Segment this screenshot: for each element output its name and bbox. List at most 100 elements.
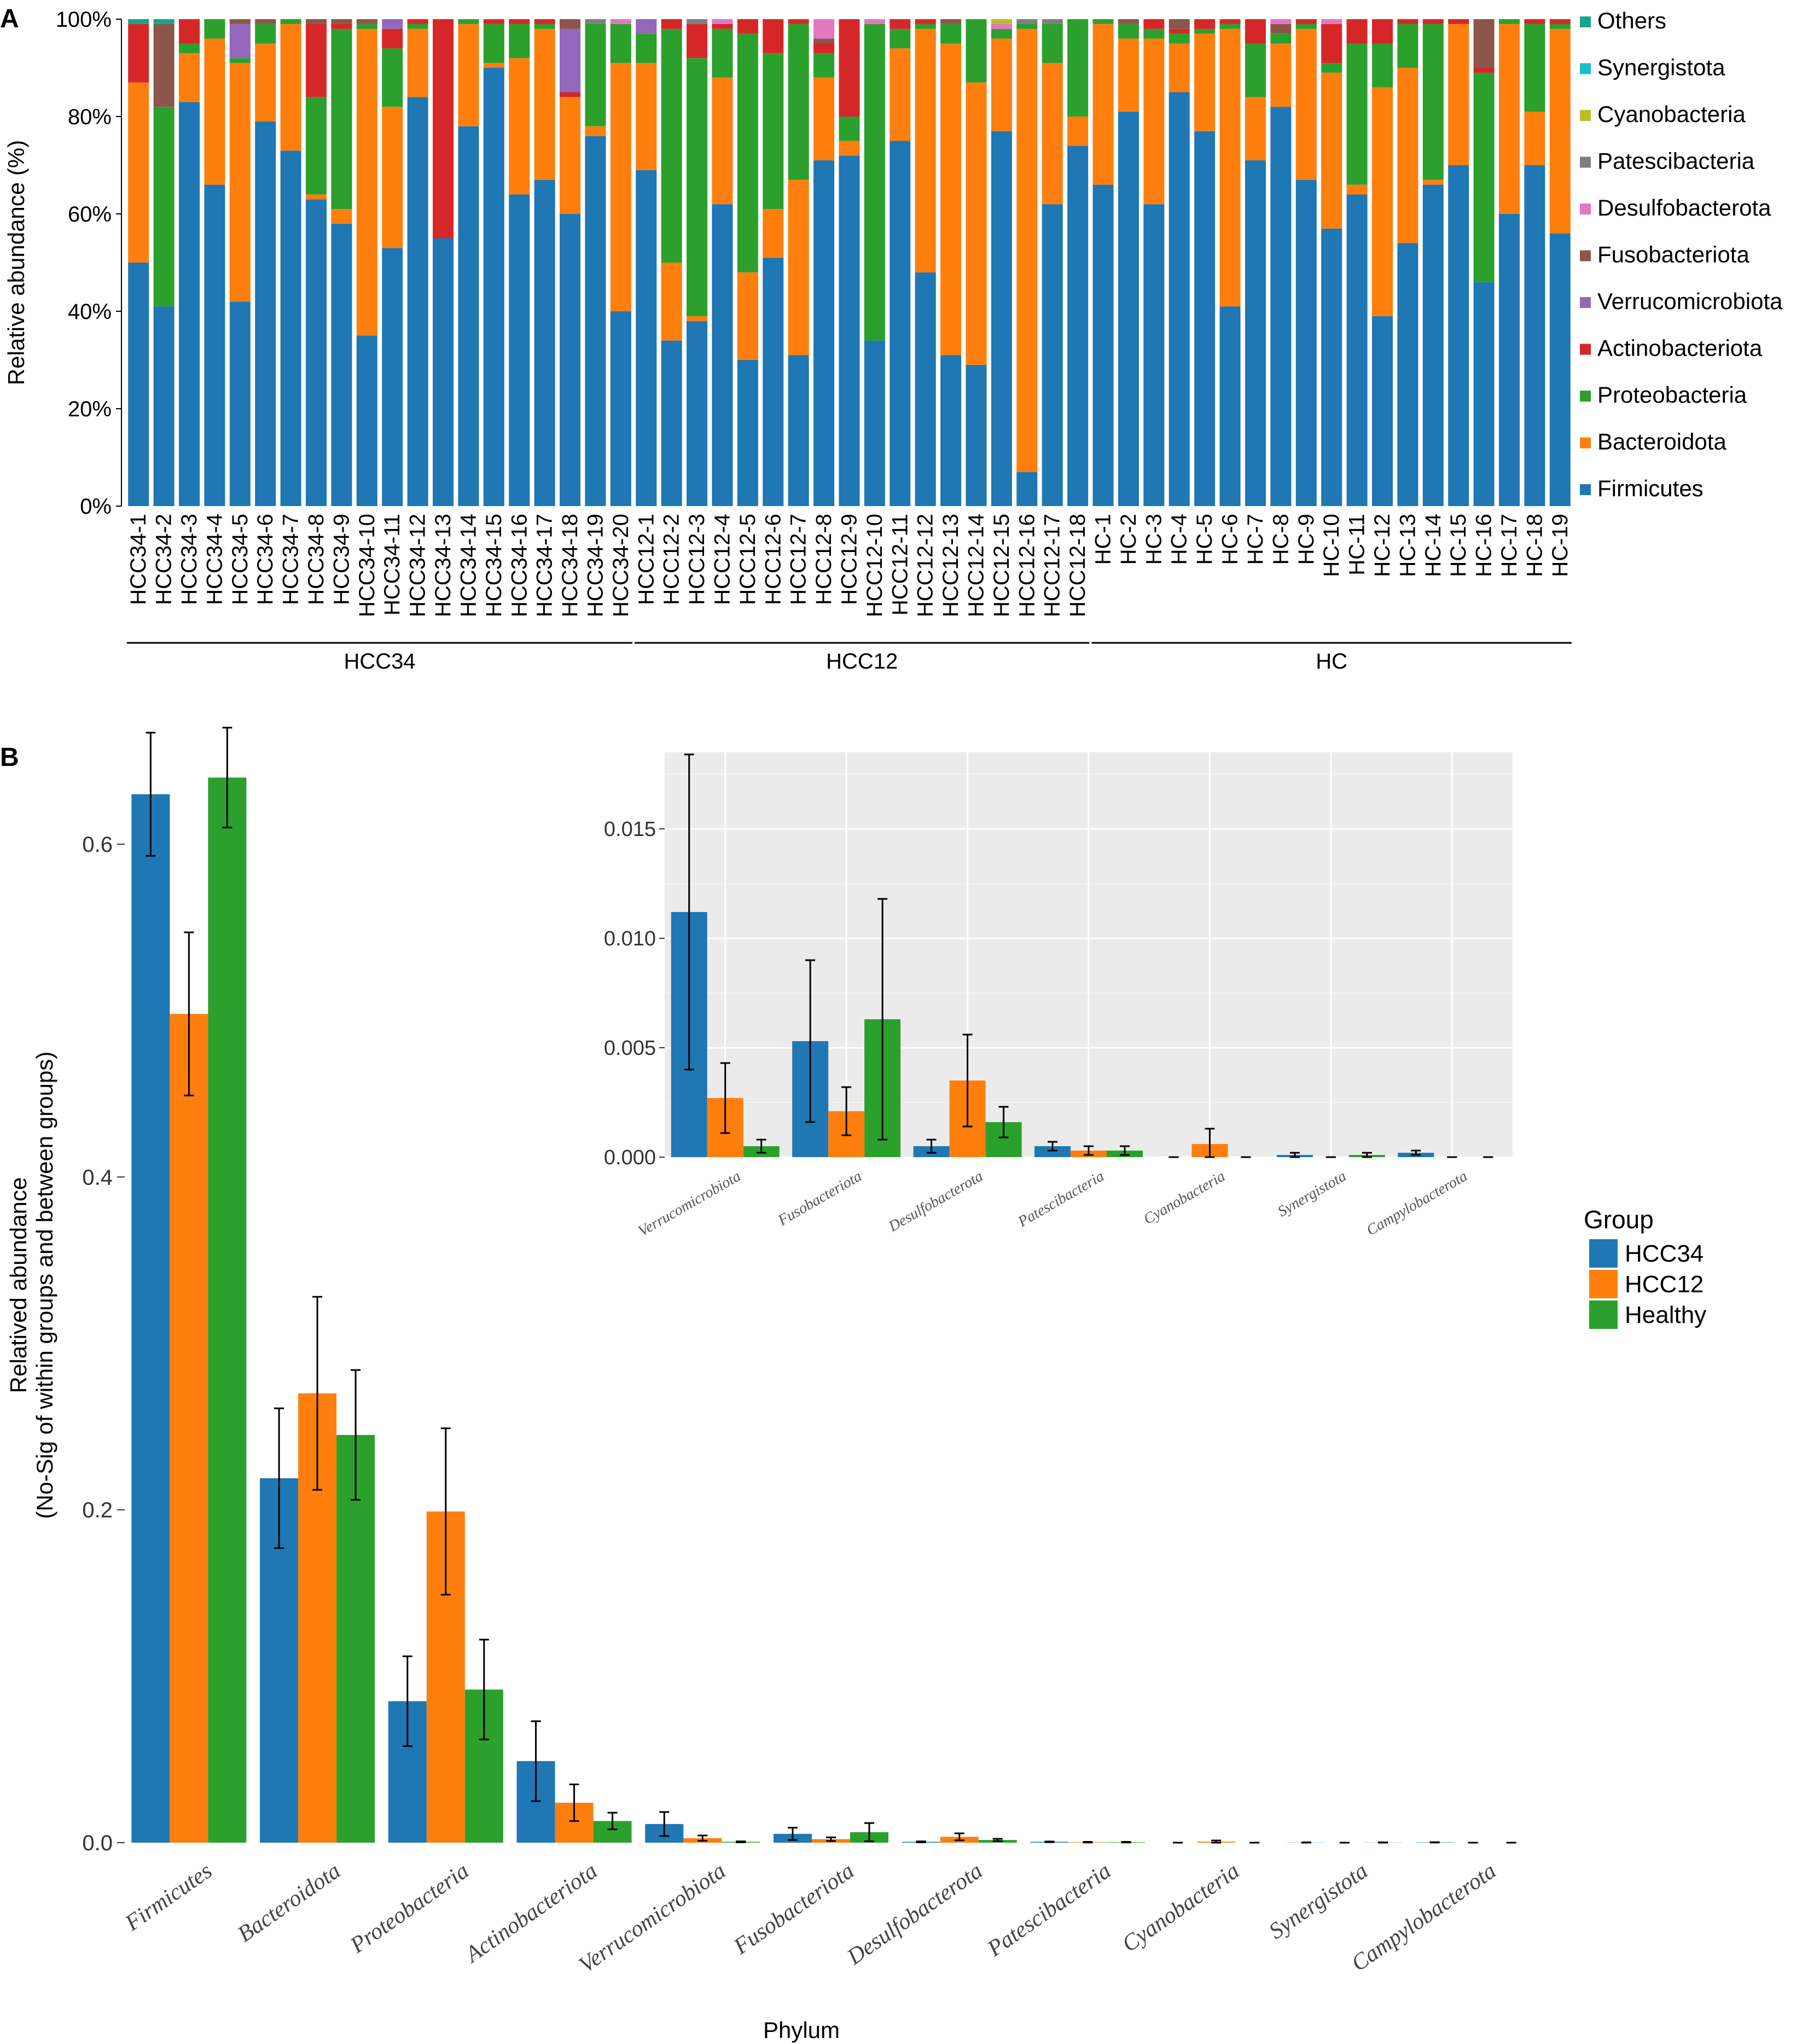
a-legend-label: Desulfobacterota — [1597, 195, 1771, 220]
a-sample-label: HCC34-8 — [304, 514, 328, 605]
a-bar-segment-proteobacteria — [1194, 28, 1216, 34]
b-bar-hcc34 — [388, 1655, 427, 1843]
a-bar-segment-firmicutes — [788, 355, 809, 506]
a-sample-label: HCC34-14 — [456, 514, 480, 617]
b-legend-swatch — [1589, 1239, 1618, 1268]
a-bar-segment-proteobacteria — [407, 24, 428, 29]
a-bar-segment-bacteroidota — [356, 28, 377, 336]
b-legend-swatch — [1589, 1270, 1618, 1298]
inset-bar-hcc12 — [828, 1086, 865, 1157]
a-sample-bar — [128, 19, 149, 506]
a-sample-label: HC-15 — [1446, 514, 1470, 577]
b-category-label: Firmicutes — [120, 1859, 217, 1937]
a-sample-bar — [1042, 19, 1063, 506]
a-bar-segment-firmicutes — [585, 136, 606, 507]
inset-bar-healthy — [864, 898, 901, 1157]
a-bar-segment-firmicutes — [458, 126, 479, 507]
a-bar-segment-bacteroidota — [407, 28, 428, 97]
a-y-axis-title: Relative abundance (%) — [3, 140, 29, 385]
a-bar-segment-actinobacteriota — [1473, 68, 1495, 73]
a-sample-label: HCC12-2 — [660, 514, 684, 605]
a-bar-segment-cyanobacteria — [991, 19, 1012, 24]
a-bar-segment-bacteroidota — [1016, 28, 1038, 472]
b-bar-healthy — [978, 1838, 1017, 1843]
a-sample-label: HCC34-17 — [533, 514, 557, 617]
a-bar-segment-bacteroidota — [1245, 97, 1266, 161]
a-bar-segment-bacteroidota — [560, 97, 581, 214]
a-bar-segment-actinobacteriota — [1245, 19, 1266, 44]
a-sample-bar — [712, 19, 733, 506]
a-bar-segment-bacteroidota — [1168, 43, 1190, 92]
a-y-tick-label: 20% — [68, 397, 112, 421]
a-bar-segment-proteobacteria — [382, 48, 403, 107]
b-bar-hcc34 — [774, 1827, 812, 1843]
a-bar-segment-actinobacteriota — [1321, 24, 1342, 63]
a-bar-segment-proteobacteria — [255, 24, 276, 44]
a-bar-segment-proteobacteria — [153, 107, 175, 307]
a-bar-segment-firmicutes — [1346, 194, 1368, 506]
a-bar-segment-firmicutes — [687, 321, 708, 506]
a-bar-segment-proteobacteria — [1067, 19, 1089, 117]
a-bar-segment-bacteroidota — [1524, 112, 1545, 165]
a-bar-segment-proteobacteria — [610, 24, 631, 63]
b-bar-hcc34 — [260, 1407, 299, 1843]
a-bar-segment-bacteroidota — [331, 209, 352, 224]
a-legend-swatch — [1580, 16, 1591, 27]
a-bar-segment-actinobacteriota — [483, 19, 504, 24]
a-bar-segment-proteobacteria — [585, 24, 606, 126]
a-sample-label: HCC12-10 — [863, 514, 887, 617]
b-category-label: Synergistota — [1265, 1859, 1373, 1944]
inset-category-label: Campylobacterota — [1364, 1168, 1470, 1239]
a-bar-segment-bacteroidota — [458, 24, 479, 126]
a-bar-segment-actinobacteriota — [433, 19, 454, 239]
b-bar-healthy — [1363, 1841, 1402, 1844]
b-category-label: Desulfobacterota — [842, 1859, 987, 1971]
a-sample-label: HC-14 — [1421, 514, 1445, 577]
a-bar-segment-bacteroidota — [966, 82, 987, 365]
a-bar-segment-fusobacteriota — [229, 19, 251, 24]
a-legend-label: Others — [1597, 8, 1666, 33]
b-bar-healthy — [208, 727, 247, 1843]
a-bar-segment-bacteroidota — [1295, 28, 1317, 180]
b-legend-title: Group — [1584, 1205, 1654, 1234]
inset-bar-rect — [1034, 1146, 1071, 1157]
inset-bar-hcc12 — [1071, 1145, 1107, 1157]
a-sample-bar — [1118, 19, 1139, 507]
a-bar-segment-firmicutes — [153, 306, 175, 506]
a-bar-segment-bacteroidota — [1321, 72, 1342, 229]
a-bar-segment-firmicutes — [661, 340, 682, 506]
a-legend-label: Verrucomicrobiota — [1597, 288, 1783, 314]
a-bar-segment-desulfobacterota — [712, 19, 733, 24]
a-bar-segment-patescibacteria — [687, 19, 708, 24]
a-sample-bar — [433, 19, 454, 506]
a-bar-segment-actinobacteriota — [661, 19, 682, 29]
a-bar-segment-proteobacteria — [813, 53, 835, 78]
a-bar-segment-proteobacteria — [356, 24, 377, 29]
a-bar-segment-proteobacteria — [864, 24, 885, 341]
b-x-axis-title: Phylum — [763, 2017, 840, 2043]
b-bar-healthy — [850, 1822, 888, 1843]
a-bar-segment-proteobacteria — [1245, 43, 1266, 97]
a-sample-label: HCC12-8 — [812, 514, 836, 605]
b-bar-hcc12 — [812, 1836, 850, 1843]
a-bar-segment-proteobacteria — [1498, 19, 1520, 24]
a-bar-segment-firmicutes — [1524, 165, 1545, 506]
inset-bar-hcc34 — [1398, 1149, 1434, 1157]
a-bar-segment-firmicutes — [433, 238, 454, 506]
a-bar-segment-proteobacteria — [204, 19, 225, 39]
a-y-tick-label: 60% — [68, 202, 112, 227]
a-bar-segment-bacteroidota — [1448, 24, 1469, 166]
a-sample-bar — [636, 19, 657, 506]
a-bar-segment-verrucomicrobiota — [560, 28, 581, 92]
a-sample-label: HCC12-3 — [685, 514, 709, 605]
inset-category-label: Patescibacteria — [1015, 1168, 1107, 1230]
a-legend-swatch — [1580, 484, 1591, 495]
a-bar-segment-actinobacteriota — [534, 19, 555, 24]
a-bar-segment-actinobacteriota — [382, 28, 403, 49]
a-bar-segment-desulfobacterota — [1321, 19, 1342, 24]
a-sample-bar — [991, 19, 1012, 506]
a-bar-segment-actinobacteriota — [915, 19, 936, 24]
b-bar-hcc34 — [516, 1720, 555, 1843]
inset-bar-hcc34 — [1276, 1152, 1313, 1158]
a-sample-label: HCC12-17 — [1040, 514, 1065, 617]
